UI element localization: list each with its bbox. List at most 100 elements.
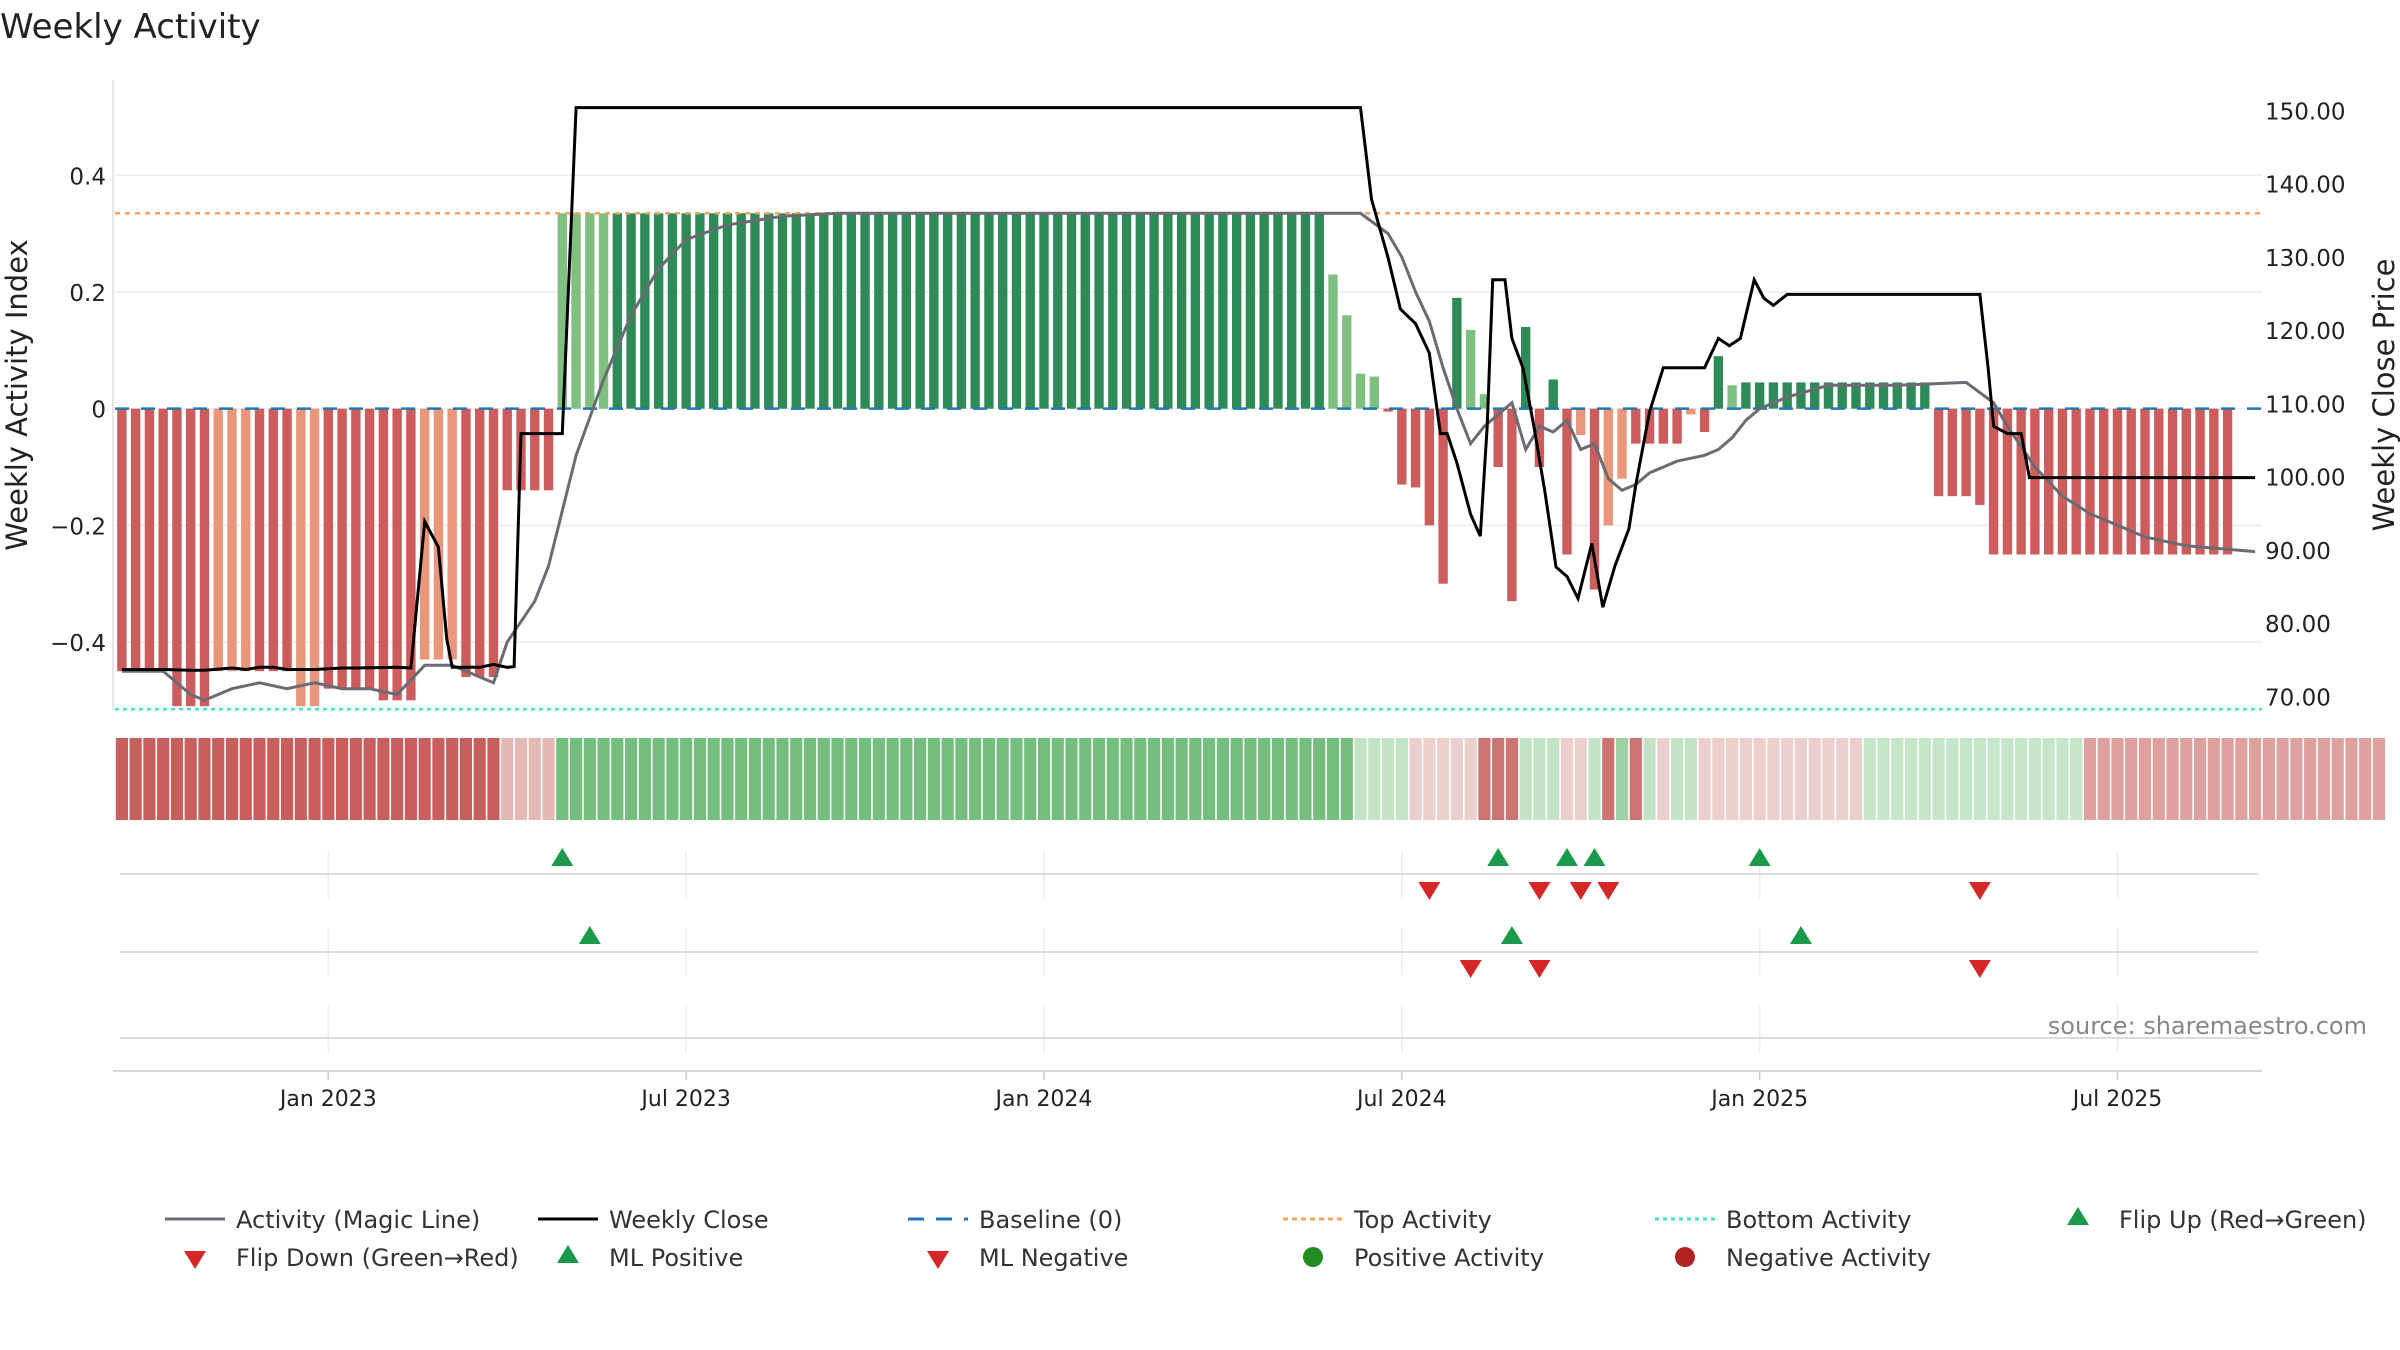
heat-strip-cell [1244,738,1257,820]
heat-strip-cell [212,738,225,820]
heat-strip-cell [2331,738,2344,820]
activity-bar [1521,327,1531,409]
heat-strip-cell [1849,738,1863,820]
activity-bar [1686,408,1696,415]
flip-down-marker [1597,882,1620,900]
activity-bar [130,408,141,672]
y2-axis-label: Weekly Close Price [2367,259,2400,532]
legend-item: Top Activity [1283,1206,1492,1234]
heat-strip-cell [1808,738,1821,820]
legend-label: Flip Down (Green→Red) [236,1244,519,1272]
heat-strip-cell [583,738,596,820]
activity-bar [2016,408,2026,555]
legend-item: ML Positive [557,1244,743,1272]
activity-bar [186,408,196,707]
heat-strip-cell [157,738,170,820]
heat-strip-cell [2138,738,2152,820]
x-tick-label: Jul 2023 [639,1087,731,1112]
activity-bar [2126,408,2136,555]
activity-bar [1810,382,1820,409]
y-tick-label: −0.4 [50,631,106,657]
activity-bar [2222,408,2233,555]
activity-bar [956,213,967,409]
activity-bar [227,408,237,672]
heat-strip-cell [473,738,486,820]
heat-strip-cell [1973,738,1986,820]
x-tick-label: Jul 2024 [1355,1087,1447,1112]
legend-item: ML Negative [927,1244,1128,1272]
activity-bar [1066,213,1077,409]
heat-strip-cell [1161,738,1174,820]
heat-strip-cell [927,738,940,820]
heat-strip-cell [2345,738,2358,820]
heat-strip-cell [542,738,555,820]
flip-up-marker [1748,848,1771,866]
activity-bar [1644,408,1655,444]
heat-strip-cell [1891,738,1904,820]
heat-strip-cell [1258,738,1271,820]
ml-negative-marker [1528,960,1551,978]
y2-tick-label: 80.00 [2265,612,2331,638]
heat-strip-cell [1492,738,1505,820]
legend-label: Top Activity [1353,1206,1492,1234]
activity-bar [433,408,444,660]
heat-strip-cell [2304,738,2317,820]
heat-strip-cell [955,738,968,820]
heat-strip-cell [1574,738,1587,820]
heat-strip-cell [2193,738,2207,820]
activity-bar [1658,408,1668,444]
y-tick-label: 0.4 [69,164,106,190]
heat-strip-cell [1726,738,1739,820]
heat-strip-cell [2111,738,2124,820]
legend-label: Baseline (0) [979,1206,1122,1234]
heat-strip-cell [1753,738,1766,820]
heat-strip-cell [2262,738,2275,820]
activity-bar [392,408,402,701]
heat-strip-cell [707,738,720,820]
activity-bar [1011,213,1022,409]
activity-bar [929,213,939,409]
legend-item: Flip Down (Green→Red) [184,1244,519,1272]
activity-bar [323,408,334,689]
heat-strip-cell [2317,738,2331,820]
heat-strip-cell [1037,738,1051,820]
flip-down-marker [1968,882,1991,900]
activity-bar [1617,408,1627,479]
heat-strip-cell [900,738,913,820]
activity-bar [1837,382,1847,409]
heat-strip-cell [1148,738,1161,820]
activity-bar [1947,408,1958,497]
activity-bar [530,408,540,491]
activity-bar [172,408,182,707]
heat-strip-cell [831,738,844,820]
heat-strip-cell [404,738,417,820]
heat-strip-cell [1781,738,1794,820]
heat-strip-cell [267,738,280,820]
heat-strip-cell [198,738,211,820]
heat-strip-cell [1822,738,1835,820]
heat-strip-cell [1368,738,1381,820]
flip-up-marker [1487,848,1510,866]
activity-bar [1727,385,1737,409]
heat-strip-cell [115,738,128,820]
activity-bar [1823,382,1834,409]
grid-layer [115,174,2262,1052]
signal-markers [551,848,1991,978]
heat-strip-cell [1299,738,1312,820]
heat-strip-cell [2028,738,2041,820]
heat-strip-cell [432,738,445,820]
heat-strip-cell [2166,738,2179,820]
activity-bars [117,213,2233,707]
heat-strip-cell [666,738,679,820]
legend-label: Negative Activity [1726,1244,1931,1272]
heat-strip-cell [528,738,541,820]
weekly-close-line [121,106,2256,672]
heat-strip-cell [721,738,734,820]
x-tick-label: Jul 2025 [2071,1087,2163,1112]
activity-bar [364,408,375,689]
activity-bar [1231,213,1242,409]
activity-bar [653,213,664,409]
activity-bar [117,408,127,672]
heat-strip-cell [2056,738,2069,820]
heat-strip-cell [1120,738,1133,820]
